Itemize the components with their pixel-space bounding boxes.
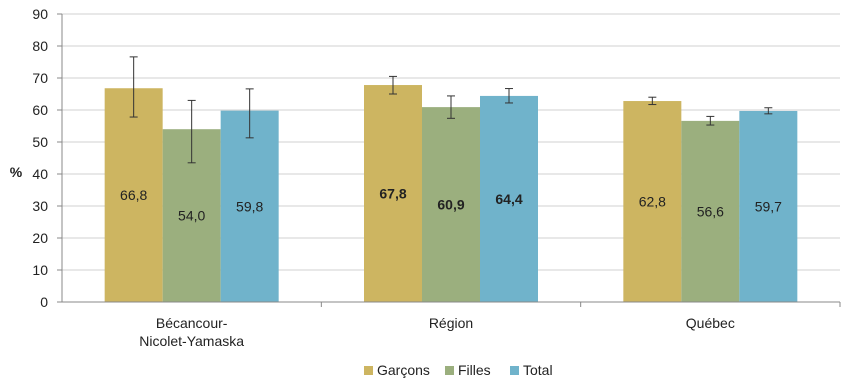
data-label: 59,8 <box>236 198 263 214</box>
data-label: 62,8 <box>639 194 666 210</box>
bar <box>623 101 682 302</box>
legend-swatch <box>510 366 519 375</box>
data-label: 54,0 <box>178 208 205 224</box>
data-label: 59,7 <box>755 198 782 214</box>
y-tick-label: 0 <box>40 294 48 310</box>
legend-label: Filles <box>458 362 491 378</box>
x-axis: Bécancour- Nicolet-Yamaska Région Québec <box>62 301 841 349</box>
legend-label: Garçons <box>377 362 430 378</box>
bar <box>681 120 740 302</box>
bar <box>220 110 279 302</box>
y-tick-label: 60 <box>32 102 48 118</box>
y-axis-title: % <box>10 164 23 180</box>
category-label: Région <box>429 315 473 331</box>
y-tick-label: 30 <box>32 198 48 214</box>
y-tick-label: 40 <box>32 166 48 182</box>
data-label: 64,4 <box>495 191 522 207</box>
category-label: Québec <box>686 315 735 331</box>
y-tick-label: 20 <box>32 230 48 246</box>
bars: 66,8 54,0 59,8 67,8 60,9 64,4 62,8 56,6 59,7 <box>104 56 798 303</box>
bar <box>104 88 163 303</box>
y-tick-label: 80 <box>32 38 48 54</box>
category-label: Nicolet-Yamaska <box>139 333 244 349</box>
bar <box>422 107 480 303</box>
y-tick-label: 10 <box>32 262 48 278</box>
legend-swatch <box>445 366 454 375</box>
data-label: 56,6 <box>697 203 724 219</box>
y-tick-label: 70 <box>32 70 48 86</box>
data-label: 66,8 <box>120 187 147 203</box>
legend-label: Total <box>523 362 553 378</box>
y-tick-label: 90 <box>32 6 48 22</box>
legend: Garçons Filles Total <box>364 362 553 378</box>
legend-swatch <box>364 366 373 375</box>
y-tick-label: 50 <box>32 134 48 150</box>
bar <box>739 110 798 303</box>
y-axis: 0 10 20 30 40 50 60 70 80 90 <box>32 6 63 310</box>
data-label: 67,8 <box>379 186 406 202</box>
data-label: 60,9 <box>437 197 464 213</box>
bar <box>480 95 538 302</box>
bar <box>364 85 422 302</box>
category-label: Bécancour- <box>156 315 228 331</box>
